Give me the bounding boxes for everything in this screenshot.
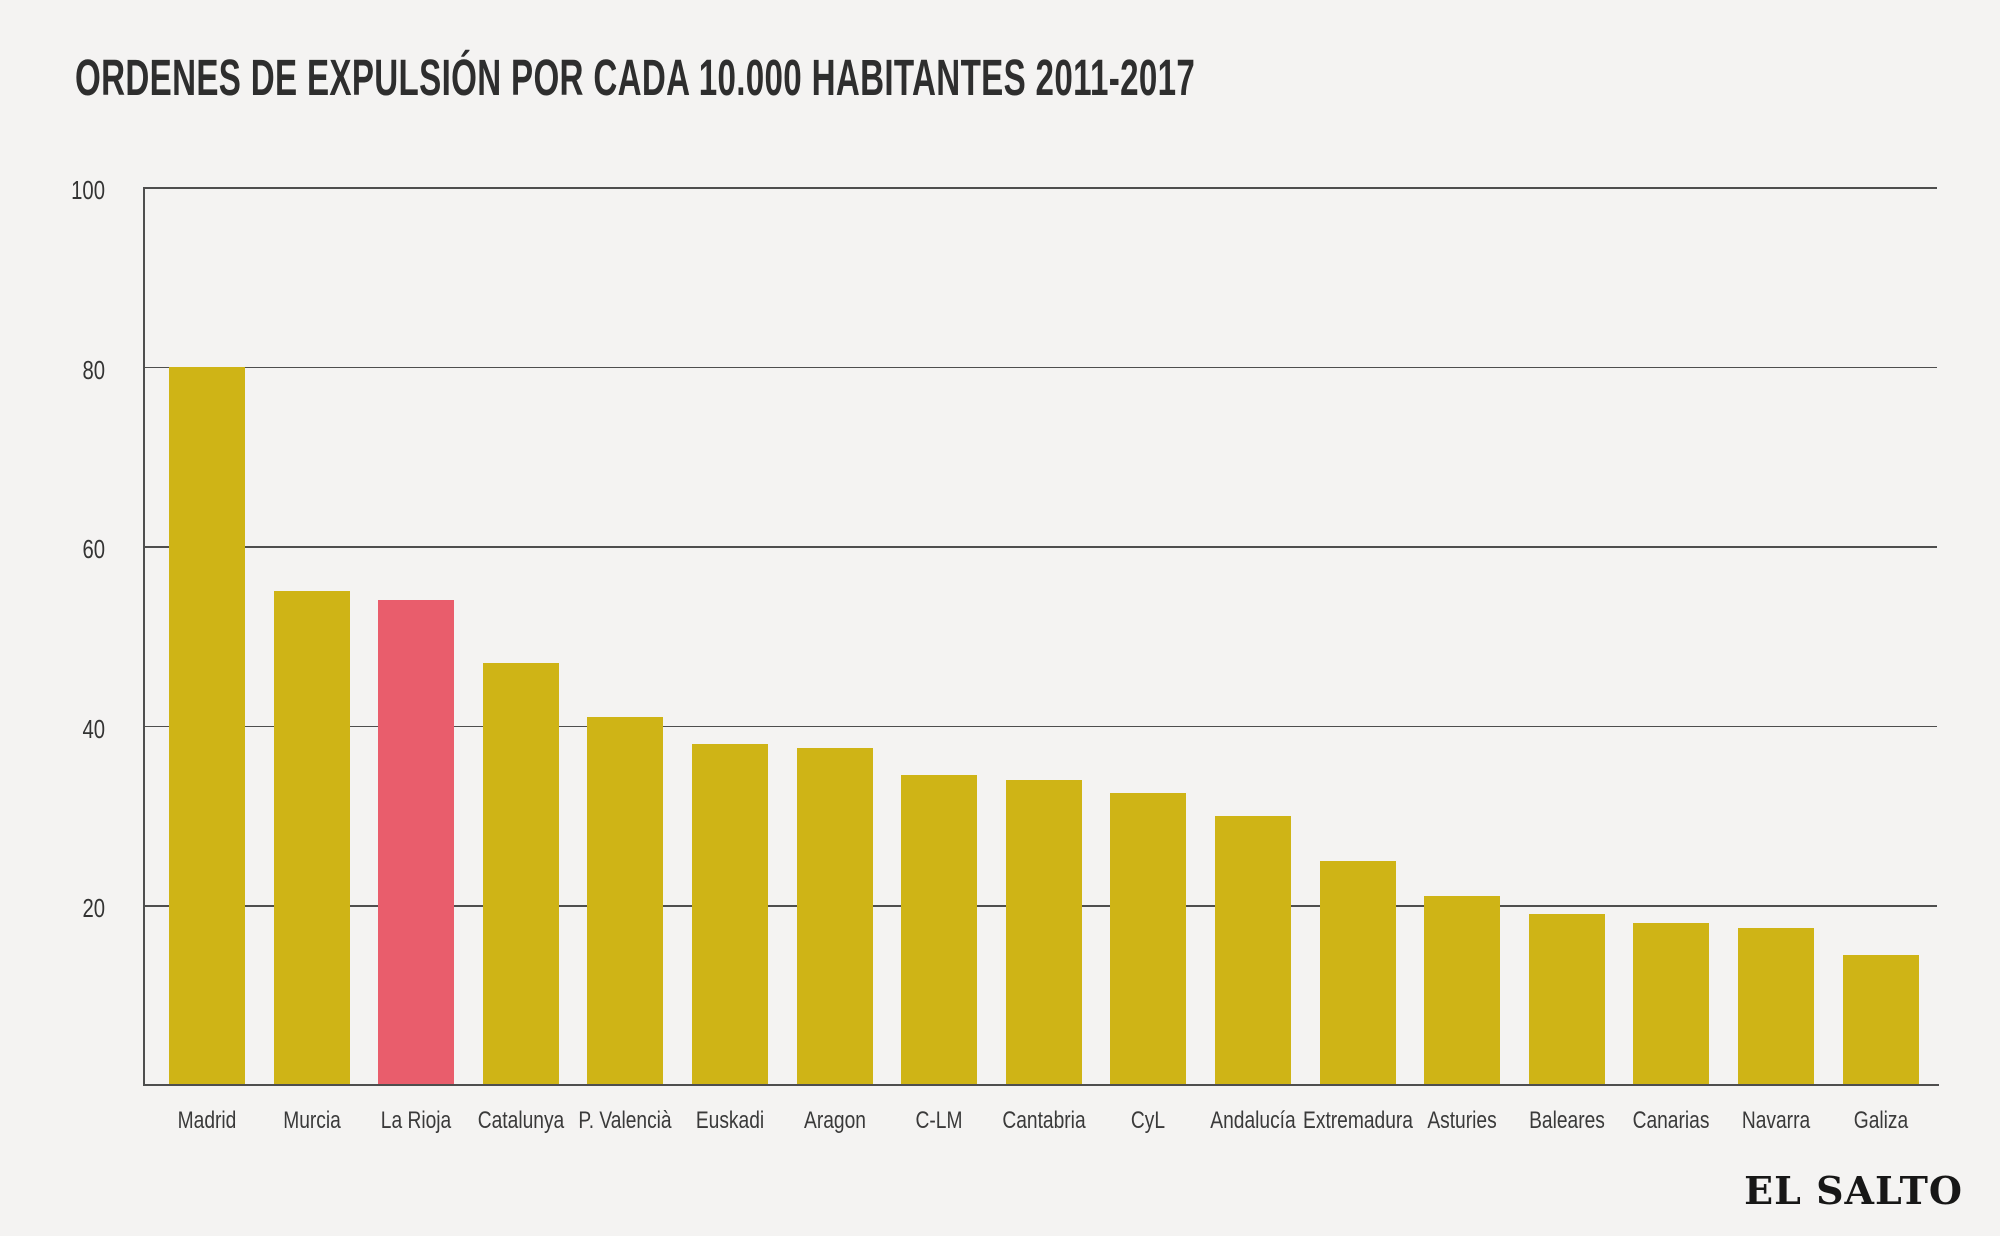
x-label-andaluc-a: Andalucía [1210, 1107, 1296, 1134]
x-label-p-valenci-: P. Valencià [578, 1107, 673, 1134]
y-axis-line [143, 187, 145, 1085]
x-label-catalunya: Catalunya [477, 1107, 565, 1134]
bar-murcia [273, 591, 350, 1085]
bar-cyl [1110, 793, 1187, 1085]
bar-andaluc-a [1215, 815, 1291, 1085]
bar-la-rioja [378, 600, 455, 1085]
x-label-cantabria: Cantabria [1002, 1107, 1086, 1134]
y-tick-label-80: 80 [82, 354, 105, 385]
x-label-cyl: CyL [1131, 1107, 1166, 1134]
x-label-euskadi: Euskadi [695, 1107, 765, 1134]
y-tick-label-40: 40 [82, 713, 105, 744]
y-tick-label-20: 20 [82, 893, 105, 924]
bar-baleares [1528, 914, 1605, 1085]
bar-navarra [1738, 927, 1814, 1085]
el-salto-logo: EL SALTO [1744, 1168, 1963, 1213]
bar-catalunya [482, 662, 559, 1085]
x-label-la-rioja: La Rioja [380, 1107, 452, 1134]
bar-galiza [1842, 954, 1919, 1085]
y-tick-label-100: 100 [71, 175, 105, 205]
x-label-asturies: Asturies [1427, 1107, 1497, 1134]
gridline-40 [143, 725, 1937, 728]
bar-c-lm [901, 775, 978, 1085]
plot-area: 100 80 60 40 20 Madrid Murcia La Rioja Catalunya… [71, 175, 1939, 1134]
bar-canarias [1633, 923, 1710, 1085]
bar-p-valenci- [587, 716, 664, 1085]
x-label-navarra: Navarra [1741, 1107, 1811, 1134]
gridline-60 [143, 546, 1937, 548]
x-label-c-lm: C-LM [915, 1107, 963, 1134]
x-axis-line [143, 1084, 1939, 1086]
bar-extremadura [1319, 860, 1396, 1085]
x-label-murcia: Murcia [282, 1107, 341, 1134]
chart-title: ORDENES DE EXPULSIÓN POR CADA 10.000 HAB… [75, 49, 1196, 106]
x-label-extremadura: Extremadura [1302, 1107, 1413, 1134]
bar-asturies [1424, 896, 1501, 1085]
bar-aragon [796, 748, 873, 1085]
x-label-madrid: Madrid [177, 1107, 237, 1134]
gridline-100 [143, 187, 1937, 189]
gridline-80 [143, 366, 1937, 369]
x-label-canarias: Canarias [1632, 1107, 1710, 1134]
x-label-aragon: Aragon [803, 1107, 866, 1134]
bar-euskadi [692, 743, 768, 1085]
y-tick-label-60: 60 [82, 534, 105, 565]
bar-madrid [169, 366, 245, 1085]
bar-cantabria [1005, 779, 1082, 1085]
x-label-baleares: Baleares [1528, 1107, 1605, 1134]
x-label-galiza: Galiza [1853, 1107, 1908, 1134]
